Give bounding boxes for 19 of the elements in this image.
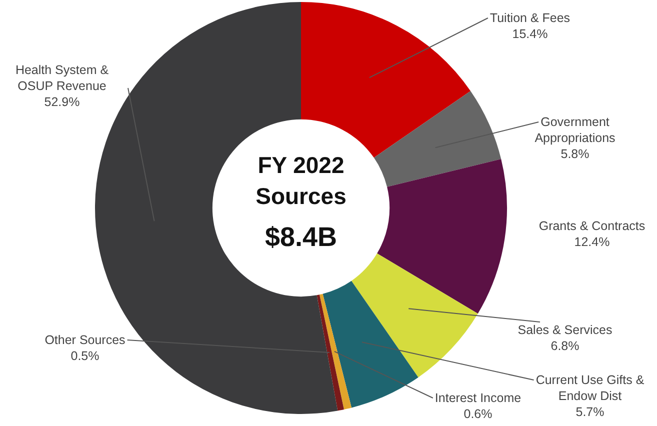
text: Sources: [254, 182, 348, 211]
slice-label: Other Sources: [44, 333, 126, 347]
slice-label: Health System & OSUP Revenue: [15, 63, 109, 93]
slice-label: Interest Income: [434, 391, 522, 405]
data-label: 0.5%: [70, 348, 100, 364]
text: $8.4B: [264, 222, 338, 253]
data-label: 0.6%: [462, 406, 494, 422]
slice-label: Government Appropriations: [534, 115, 616, 145]
slice-label: Grants & Contracts: [538, 219, 646, 233]
slice-label: Tuition & Fees: [490, 11, 570, 25]
data-label: 52.9%: [43, 94, 81, 110]
data-label: 6.8%: [550, 338, 580, 354]
text: FY 2022: [256, 151, 346, 180]
slice-label: Current Use Gifts & Endow Dist: [536, 373, 644, 403]
data-label: 15.4%: [511, 26, 549, 42]
data-label: 5.7%: [574, 404, 606, 420]
data-label: 12.4%: [573, 234, 611, 250]
data-label: 5.8%: [560, 146, 590, 162]
slice-label: Sales & Services: [518, 323, 612, 337]
